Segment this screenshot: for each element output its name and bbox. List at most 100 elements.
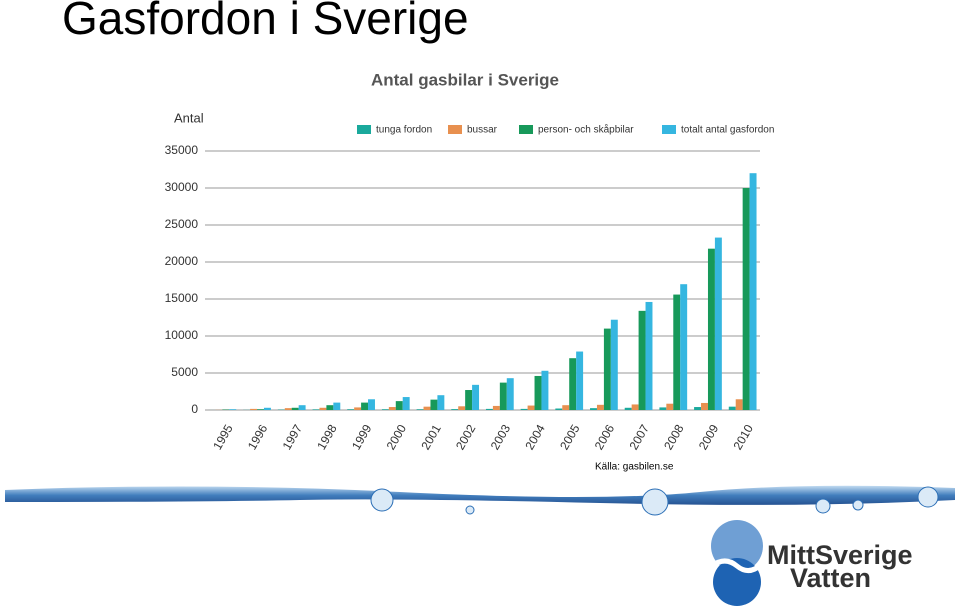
bar: [395, 401, 403, 410]
y-tick-label: 30000: [165, 180, 199, 194]
bar: [257, 409, 264, 410]
bar: [250, 408, 258, 410]
x-tick-label: 2004: [522, 422, 548, 452]
bar: [423, 406, 431, 410]
bar: [694, 407, 702, 410]
bar: [499, 382, 507, 410]
source: Källa: gasbilen.se: [595, 462, 674, 473]
bar: [735, 399, 743, 410]
legend-swatch: [357, 125, 371, 134]
y-axis-label: Antal: [174, 110, 204, 125]
water-wave: [5, 485, 955, 516]
bar: [534, 375, 542, 410]
bar: [631, 404, 639, 410]
bar: [229, 409, 237, 410]
bar: [326, 405, 334, 410]
chart-title: Antal gasbilar i Sverige: [371, 70, 559, 89]
plot: 0 5000 10000 15000 20000 25000 30000 35000 1995 1…: [165, 124, 775, 453]
bar: [666, 403, 674, 410]
legend-swatch: [662, 125, 676, 134]
bar: [263, 407, 271, 410]
legend-label: person- och skåpbilar: [538, 124, 634, 136]
bar: [541, 370, 549, 410]
bar: [368, 399, 375, 410]
bar: [645, 301, 653, 410]
bar: [596, 404, 604, 410]
x-tick-label: 2003: [488, 422, 514, 452]
x-tick-label: 2008: [661, 422, 687, 452]
legend-label: totalt antal gasfordon: [681, 125, 774, 136]
x-tick-label: 2007: [626, 422, 652, 452]
y-tick-label: 35000: [165, 143, 199, 157]
bar: [333, 402, 341, 410]
y-tick-label: 20000: [165, 254, 199, 268]
x-tick-label: 1995: [210, 422, 236, 452]
bar: [319, 407, 327, 410]
bar: [576, 351, 584, 410]
bar: [402, 397, 410, 410]
bar: [562, 405, 570, 410]
bar: [472, 384, 480, 410]
bar: [465, 390, 473, 410]
x-tick-label: 2000: [384, 422, 410, 452]
x-tick-label: 2005: [557, 422, 583, 452]
bar: [520, 408, 528, 410]
bar: [284, 408, 292, 410]
legend-swatch: [448, 125, 462, 134]
bar: [680, 284, 688, 410]
y-tick-label: 10000: [165, 328, 199, 342]
x-tick-label: 1998: [314, 422, 340, 452]
x-tick-label: 1997: [280, 422, 306, 452]
bar: [527, 405, 535, 410]
bar: [749, 173, 757, 410]
legend-swatch: [519, 125, 533, 134]
y-tick-label: 25000: [165, 217, 199, 231]
bar: [659, 407, 667, 410]
x-tick-label: 1996: [245, 422, 271, 452]
bar: [291, 407, 299, 410]
y-tick-label: 15000: [165, 291, 199, 305]
legend-label: bussar: [467, 125, 498, 136]
x-tick-label: 2001: [418, 422, 444, 452]
bar: [555, 408, 563, 410]
bar: [388, 407, 396, 410]
legend-label: tunga fordon: [376, 125, 432, 136]
bar: [451, 409, 459, 410]
bar: [430, 399, 438, 410]
bar: [437, 395, 445, 410]
bar: [347, 409, 355, 410]
bar: [298, 405, 306, 410]
x-tick-label: 2009: [696, 422, 722, 452]
bar: [312, 409, 320, 410]
bar: [361, 402, 369, 410]
bar: [673, 294, 681, 410]
logo-text: Vatten: [790, 563, 871, 593]
bar: [458, 406, 466, 410]
bar: [603, 328, 611, 410]
bar: [742, 188, 750, 410]
bar: [485, 408, 493, 410]
bar: [354, 407, 362, 410]
bar: [590, 408, 597, 410]
bar: [624, 407, 632, 410]
bar: [701, 402, 708, 410]
y-tick-label: 5000: [171, 365, 198, 379]
bar: [506, 378, 514, 410]
x-tick-label: 2002: [453, 422, 479, 452]
x-tick-label: 2010: [731, 422, 757, 452]
logo: MittSverige Vatten: [710, 520, 913, 606]
bar: [492, 405, 500, 410]
bar: [707, 248, 715, 410]
logo-text: MittSverige: [767, 540, 913, 570]
bar: [638, 310, 646, 410]
bar: [610, 319, 618, 410]
bar: [714, 237, 722, 410]
bar: [416, 409, 424, 410]
bar: [381, 409, 389, 410]
y-tick-label: 0: [191, 402, 198, 416]
bar: [728, 406, 736, 410]
slide-title: Gasfordon i Sverige: [62, 0, 469, 44]
x-tick-label: 1999: [349, 422, 375, 452]
